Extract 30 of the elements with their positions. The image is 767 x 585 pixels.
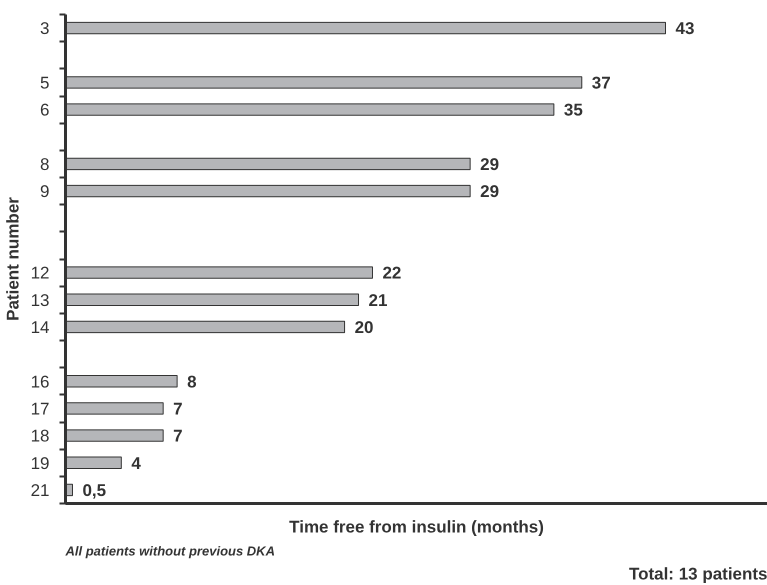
- y-axis-title: Patient number: [4, 196, 23, 321]
- y-tick-label: 3: [40, 19, 50, 38]
- y-tick-label: 6: [40, 100, 50, 120]
- text: All patients without previous DKA: [64, 544, 275, 558]
- data-label: 4: [131, 454, 142, 473]
- text: Total: 13 patients: [628, 564, 767, 584]
- data-label: 0,5: [82, 480, 106, 500]
- y-tick-label: 19: [30, 454, 50, 473]
- y-tick-label: 13: [30, 290, 50, 310]
- data-label: 8: [187, 372, 197, 392]
- data-label: 22: [382, 264, 402, 283]
- y-tick-label: 21: [30, 480, 50, 500]
- data-label: 7: [173, 426, 183, 446]
- data-label: 21: [368, 290, 388, 310]
- y-tick-label: 16: [30, 372, 50, 392]
- data-label: 29: [480, 154, 500, 174]
- data-label: 29: [480, 182, 500, 202]
- y-tick-label: 12: [30, 264, 50, 283]
- y-tick-label: 8: [40, 154, 50, 174]
- y-tick-label: 17: [30, 399, 50, 418]
- y-tick-label: 9: [40, 182, 50, 202]
- data-label: 37: [592, 73, 611, 92]
- data-label: 7: [173, 399, 183, 418]
- data-label: 20: [354, 318, 374, 337]
- x-axis-title: Time free from insulin (months): [289, 518, 544, 536]
- y-tick-label: 18: [30, 426, 50, 446]
- y-tick-label: 5: [40, 73, 50, 92]
- data-label: 35: [564, 100, 583, 120]
- y-tick-label: 14: [30, 318, 50, 337]
- data-label: 43: [676, 19, 694, 38]
